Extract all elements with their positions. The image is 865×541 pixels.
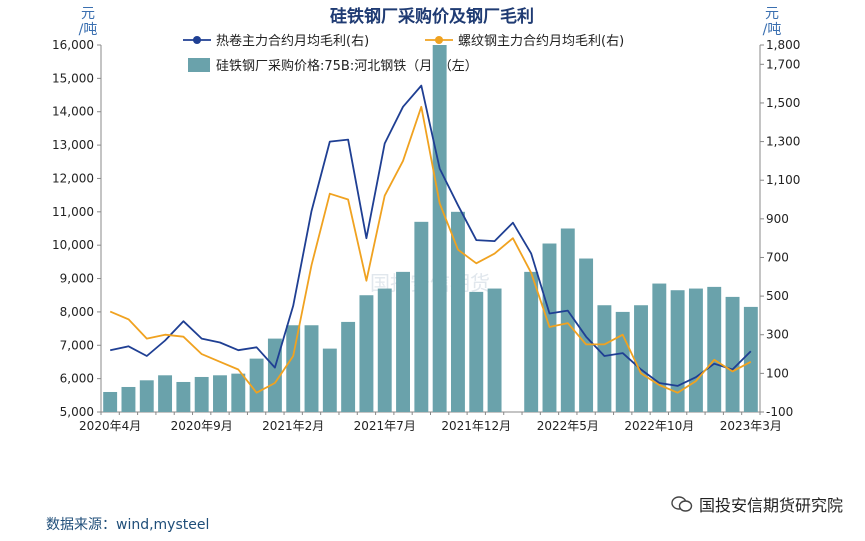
y-left-tick-label: 11,000 <box>52 205 94 219</box>
bar <box>524 271 539 412</box>
bar <box>414 221 429 412</box>
x-tick-label: 2021年7月 <box>354 419 416 433</box>
x-tick-label: 2020年4月 <box>79 419 141 433</box>
bar <box>670 290 685 412</box>
wechat-icon <box>671 496 693 512</box>
x-tick-label: 2021年12月 <box>441 419 511 433</box>
x-tick-label: 2022年5月 <box>537 419 599 433</box>
left-unit-label: 元/吨 <box>79 6 98 38</box>
bar <box>634 305 648 412</box>
legend-marker-2 <box>435 36 443 44</box>
y-right-tick-label: 1,500 <box>766 96 800 110</box>
series-line-2 <box>109 105 752 394</box>
bar <box>176 381 191 412</box>
bar <box>707 286 722 412</box>
bar <box>615 311 630 412</box>
brand-watermark: 国投安信期货研究院 <box>671 492 843 516</box>
bar <box>451 211 465 412</box>
bar <box>103 391 118 412</box>
right-unit-label: 元/吨 <box>763 6 782 38</box>
y-right-tick-label: 900 <box>766 212 789 226</box>
bar <box>688 288 703 412</box>
y-left-tick-label: 16,000 <box>52 38 94 52</box>
bar <box>377 288 392 412</box>
bar <box>341 321 356 412</box>
legend-marker-1 <box>193 36 201 44</box>
y-right-tick-label: 300 <box>766 328 789 342</box>
legend-label-bar: 硅铁钢厂采购价格:75B:河北钢铁（月）（左） <box>216 58 478 74</box>
y-left-tick-label: 6,000 <box>60 372 94 386</box>
bar <box>322 348 337 412</box>
brand-text: 国投安信期货研究院 <box>698 496 843 515</box>
y-right-tick-label: 1,800 <box>766 38 800 52</box>
y-left-tick-label: 8,000 <box>60 305 94 319</box>
data-source: 数据来源：wind,mysteel <box>46 517 210 533</box>
bar <box>158 375 173 412</box>
legend: 热卷主力合约月均毛利(右) 螺纹钢主力合约月均毛利(右) 硅铁钢厂采购价格:75B:… <box>183 33 624 74</box>
bar <box>213 375 227 412</box>
bar <box>396 271 410 412</box>
legend-label-1: 热卷主力合约月均毛利(右) <box>216 33 369 49</box>
x-axis-labels: 2020年4月 2020年9月 2021年2月 2021年7月 2021年12月 2022… <box>79 419 782 433</box>
x-tick-label: 2020年9月 <box>171 419 233 433</box>
y-left-tick-label: 14,000 <box>52 105 94 119</box>
y-left-tick-label: 12,000 <box>52 171 94 185</box>
x-tick-label: 2023年3月 <box>720 419 782 433</box>
bar-series <box>103 45 758 412</box>
y-right-tick-label: 700 <box>766 250 789 264</box>
y-left-tick-label: 5,000 <box>60 405 94 419</box>
bar <box>139 380 154 412</box>
bar <box>560 228 575 412</box>
bar <box>249 358 264 412</box>
bar <box>652 283 667 412</box>
y-left-tick-label: 7,000 <box>60 338 94 352</box>
bar <box>469 291 484 412</box>
bar <box>121 386 136 412</box>
axes <box>97 44 764 415</box>
y-right-tick-label: 100 <box>766 366 789 380</box>
y-axis-right-labels: -100 100 300 500 700 900 1,100 1,300 1,500 1,700 1… <box>766 38 800 419</box>
chart-title: 硅铁钢厂采购价及钢厂毛利 <box>330 6 534 27</box>
bar <box>743 306 758 412</box>
x-tick-label: 2021年2月 <box>262 419 324 433</box>
y-axis-left-labels: 5,000 6,000 7,000 8,000 9,000 10,000 11,000 12,… <box>52 38 94 419</box>
y-left-tick-label: 9,000 <box>60 272 94 286</box>
bar <box>597 305 612 412</box>
bar <box>231 373 246 412</box>
bar <box>432 45 447 412</box>
bar <box>286 325 301 412</box>
bar <box>194 376 209 412</box>
bar <box>359 295 374 412</box>
y-right-tick-label: 1,300 <box>766 135 800 149</box>
series-line-1 <box>110 84 752 387</box>
x-tick-label: 2022年10月 <box>624 419 694 433</box>
y-right-tick-label: 500 <box>766 289 789 303</box>
bar <box>487 288 502 412</box>
y-left-tick-label: 13,000 <box>52 138 94 152</box>
bar <box>725 296 740 412</box>
line-series <box>109 84 752 394</box>
legend-label-2: 螺纹钢主力合约月均毛利(右) <box>458 34 624 49</box>
y-left-tick-label: 10,000 <box>52 238 94 252</box>
y-left-tick-label: 15,000 <box>52 71 94 85</box>
bar <box>304 325 319 412</box>
y-right-tick-label: -100 <box>766 405 793 419</box>
y-right-tick-label: 1,100 <box>766 173 800 187</box>
legend-swatch-bar <box>188 58 210 72</box>
y-right-tick-label: 1,700 <box>766 57 800 71</box>
